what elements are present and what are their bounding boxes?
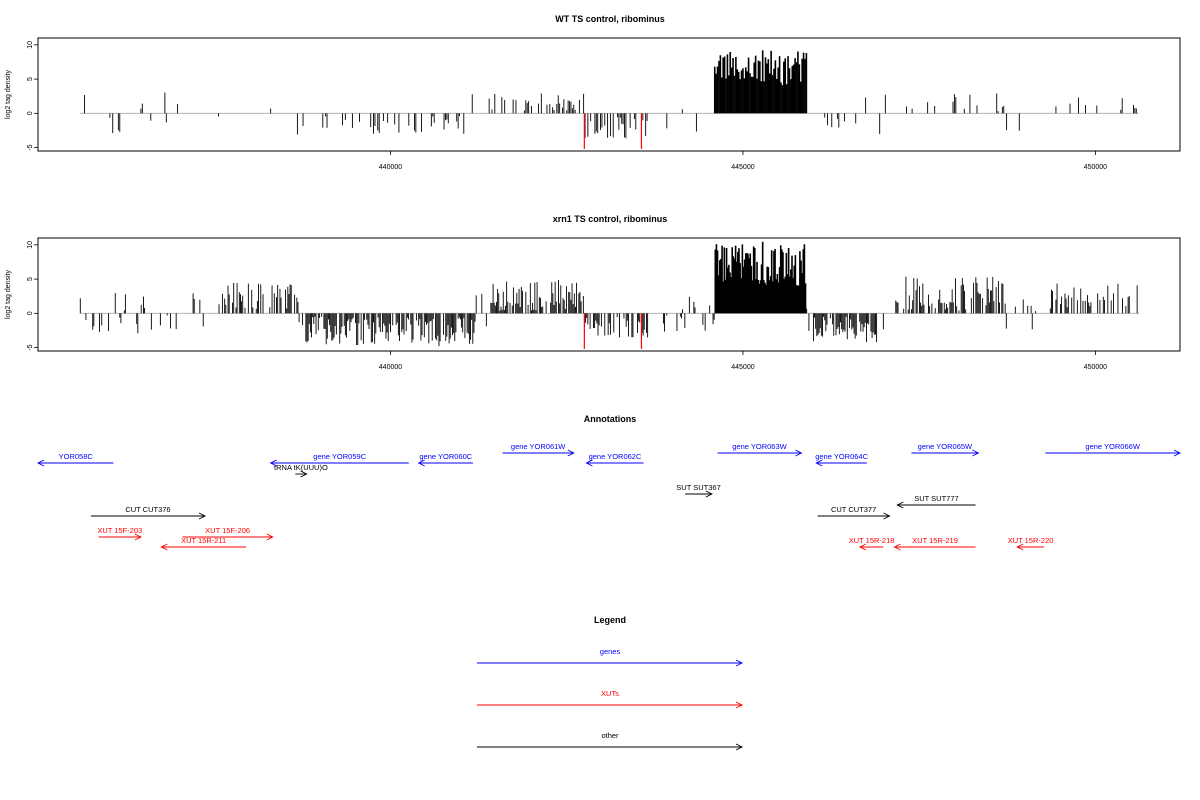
feature-label: gene YOR063W <box>732 442 787 451</box>
feature-label: XUT 15R-218 <box>849 536 895 545</box>
arrowhead <box>815 459 823 467</box>
annotation-track: YOR058C gene YOR059C gene YOR060C gene YOR0… <box>36 442 1182 551</box>
legend-label: genes <box>600 647 621 656</box>
coverage-bars <box>84 50 1137 139</box>
arrowhead <box>858 543 867 551</box>
feature-label: SUT SUT777 <box>914 494 958 503</box>
legend-item-genes: genes <box>477 647 744 667</box>
arrowhead <box>883 512 891 520</box>
arrowhead <box>134 533 142 541</box>
feature-label: CUT CUT376 <box>125 505 170 514</box>
y-tick-label: -5 <box>27 344 34 350</box>
x-tick-label: 445000 <box>731 164 754 171</box>
x-tick-label: 450000 <box>1084 364 1107 371</box>
legend-title: Legend <box>594 615 626 625</box>
feature-yor058c: YOR058C <box>36 452 114 467</box>
coverage-panels: WT TS control, ribominus -5 0 5 10 log2 tag d… <box>5 14 1181 371</box>
feature-label: XUT 15R-220 <box>1008 536 1054 545</box>
coverage-bars <box>79 241 1138 347</box>
x-tick-label: 440000 <box>379 164 402 171</box>
arrowhead <box>300 470 308 478</box>
feature-label: gene YOR064C <box>815 452 868 461</box>
feature-xut-15r-219: XUT 15R-219 <box>893 536 976 551</box>
x-tick-label: 450000 <box>1084 164 1107 171</box>
legend: genes XUTs other <box>477 647 744 751</box>
feature-label: gene YOR060C <box>419 452 472 461</box>
arrowhead <box>735 743 744 751</box>
arrowhead <box>198 512 207 520</box>
feature-gene-yor061w: gene YOR061W <box>502 442 575 457</box>
arrowhead <box>269 459 277 467</box>
feature-label: YOR058C <box>59 452 94 461</box>
coverage-panel-2: xrn1 TS control, ribominus -5 0 5 10 log2 tag… <box>5 214 1181 371</box>
feature-xut-15r-211: XUT 15R-211 <box>160 536 246 551</box>
feature-gene-yor059c: gene YOR059C <box>269 452 409 467</box>
legend-label: XUTs <box>601 689 619 698</box>
arrowhead <box>1173 449 1182 457</box>
arrowhead <box>585 459 593 467</box>
feature-trna-tk-uuu-o: tRNA tK(UUU)O <box>274 463 328 478</box>
feature-gene-yor062c: gene YOR062C <box>585 452 644 467</box>
arrowhead <box>36 459 45 467</box>
y-tick-label: 10 <box>27 41 34 49</box>
arrowhead <box>266 533 274 541</box>
feature-gene-yor066w: gene YOR066W <box>1045 442 1182 457</box>
feature-gene-yor063w: gene YOR063W <box>717 442 803 457</box>
feature-label: SUT SUT367 <box>676 483 720 492</box>
feature-gene-yor060c: gene YOR060C <box>417 452 473 467</box>
feature-sut-sut367: SUT SUT367 <box>676 483 721 498</box>
feature-label: XUT 15F-203 <box>97 526 142 535</box>
y-tick-label: 0 <box>27 111 34 115</box>
panel-title: xrn1 TS control, ribominus <box>553 214 668 224</box>
feature-cut-cut376: CUT CUT376 <box>90 505 207 520</box>
y-tick-label: 0 <box>27 311 34 315</box>
x-tick-label: 440000 <box>379 364 402 371</box>
arrowhead <box>1016 543 1024 551</box>
feature-label: gene YOR066W <box>1085 442 1140 451</box>
feature-xut-15r-218: XUT 15R-218 <box>849 536 895 551</box>
feature-sut-sut777: SUT SUT777 <box>896 494 976 509</box>
arrowhead <box>896 501 904 509</box>
feature-label: XUT 15F-206 <box>205 526 250 535</box>
feature-xut-15r-220: XUT 15R-220 <box>1008 536 1054 551</box>
y-axis-label: log2 tag density <box>5 69 12 119</box>
feature-label: gene YOR059C <box>313 452 366 461</box>
feature-label: XUT 15R-219 <box>912 536 958 545</box>
plot-frame <box>37 37 1181 152</box>
legend-label: other <box>601 731 619 740</box>
coverage-panel-1: WT TS control, ribominus -5 0 5 10 log2 tag d… <box>5 14 1181 171</box>
panel-title: WT TS control, ribominus <box>555 14 665 24</box>
feature-label: tRNA tK(UUU)O <box>274 463 328 472</box>
arrowhead <box>567 449 575 457</box>
arrowhead <box>972 449 980 457</box>
feature-label: gene YOR062C <box>589 452 642 461</box>
feature-label: CUT CUT377 <box>831 505 876 514</box>
legend-item-other: other <box>477 731 744 751</box>
arrowhead <box>735 701 744 709</box>
feature-label: XUT 15R-211 <box>181 536 226 545</box>
arrowhead <box>417 459 425 467</box>
y-tick-label: 10 <box>27 241 34 249</box>
annotations-title: Annotations <box>584 414 637 424</box>
y-tick-label: 5 <box>27 77 34 81</box>
y-axis-label: log2 tag density <box>5 269 12 319</box>
arrowhead <box>893 543 901 551</box>
feature-gene-yor064c: gene YOR064C <box>815 452 869 467</box>
arrowhead <box>160 543 168 551</box>
feature-label: gene YOR061W <box>511 442 566 451</box>
arrowhead <box>735 659 744 667</box>
x-tick-label: 445000 <box>731 364 754 371</box>
plot-frame <box>37 237 1181 352</box>
feature-label: gene YOR065W <box>918 442 973 451</box>
feature-xut-15f-206: XUT 15F-206 <box>182 526 274 541</box>
feature-cut-cut377: CUT CUT377 <box>817 505 891 520</box>
arrowhead <box>705 490 713 498</box>
y-tick-label: -5 <box>27 144 34 150</box>
arrowhead <box>795 449 803 457</box>
y-tick-label: 5 <box>27 277 34 281</box>
feature-xut-15f-203: XUT 15F-203 <box>97 526 142 541</box>
legend-item-xuts: XUTs <box>477 689 744 709</box>
feature-gene-yor065w: gene YOR065W <box>911 442 980 457</box>
